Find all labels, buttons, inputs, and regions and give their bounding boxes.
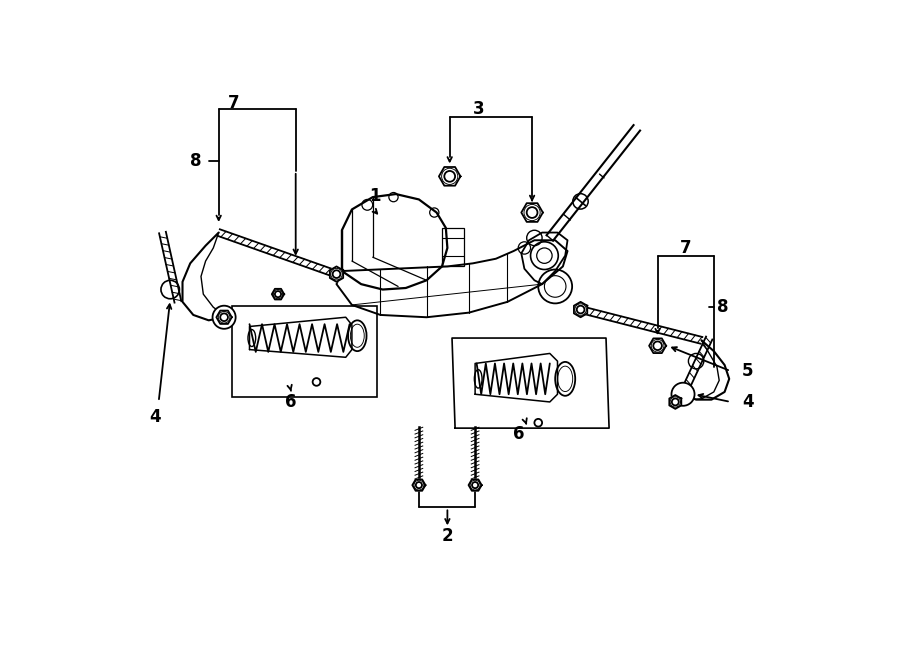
- Polygon shape: [216, 311, 232, 324]
- Text: 6: 6: [513, 425, 525, 444]
- Text: 8: 8: [190, 152, 202, 170]
- Polygon shape: [329, 266, 343, 282]
- Polygon shape: [521, 203, 543, 222]
- Text: 4: 4: [742, 393, 753, 411]
- Text: 5: 5: [742, 362, 753, 380]
- Polygon shape: [574, 302, 588, 317]
- Text: 6: 6: [284, 393, 296, 411]
- Text: 2: 2: [442, 527, 454, 545]
- Text: 3: 3: [472, 100, 484, 118]
- Polygon shape: [649, 338, 666, 353]
- Text: 8: 8: [717, 298, 729, 316]
- Polygon shape: [670, 395, 681, 409]
- Bar: [442, 228, 464, 266]
- Text: 1: 1: [369, 186, 381, 205]
- Polygon shape: [439, 167, 461, 186]
- Polygon shape: [272, 289, 284, 299]
- Polygon shape: [412, 479, 426, 490]
- Circle shape: [671, 383, 695, 406]
- Circle shape: [212, 305, 236, 329]
- Polygon shape: [469, 479, 482, 490]
- Bar: [232, 307, 376, 397]
- Text: 4: 4: [149, 408, 160, 426]
- Text: 7: 7: [229, 94, 240, 112]
- Text: 7: 7: [680, 239, 692, 257]
